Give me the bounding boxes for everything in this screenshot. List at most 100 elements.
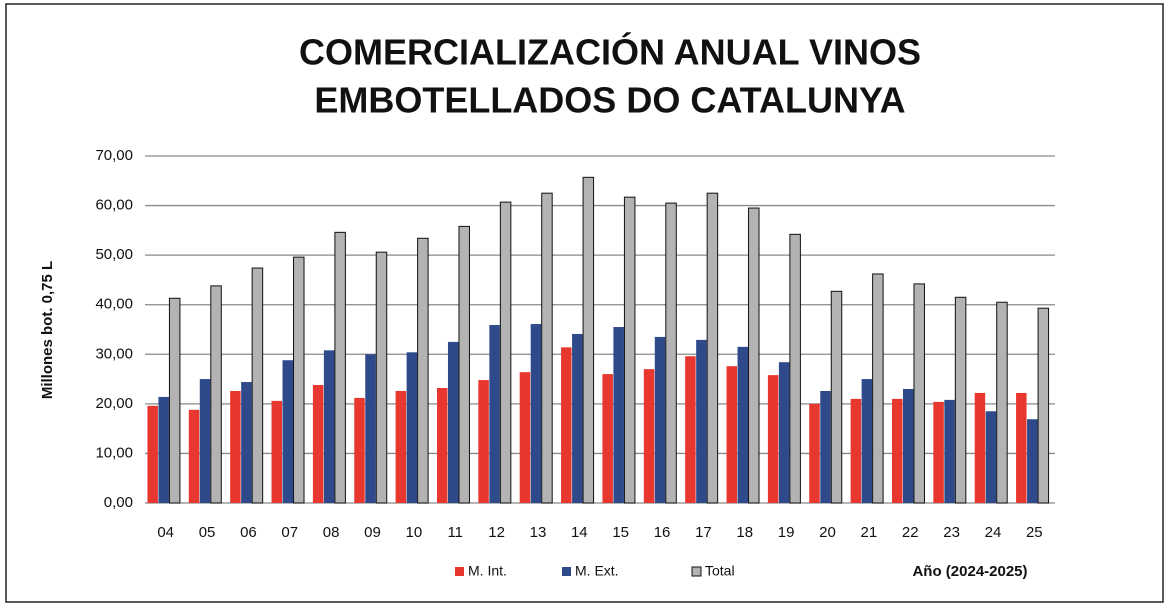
bar	[954, 296, 967, 504]
bar	[623, 196, 636, 504]
bar	[685, 356, 696, 503]
bar	[375, 251, 388, 504]
legend-swatch	[455, 567, 464, 576]
bar	[891, 398, 903, 503]
x-tick-label: 14	[571, 524, 588, 541]
bar	[582, 176, 595, 504]
bar	[530, 324, 542, 503]
bar	[996, 301, 1008, 504]
x-tick-label: 17	[695, 524, 712, 541]
bar	[613, 327, 624, 503]
bar	[643, 369, 655, 503]
bar	[354, 397, 365, 503]
bar	[365, 354, 376, 503]
x-tick-label: 24	[985, 524, 1002, 541]
y-tick-label: 60,00	[95, 197, 133, 214]
bar	[230, 390, 241, 503]
bar	[417, 237, 429, 504]
x-tick-label: 22	[902, 524, 919, 541]
x-tick-label: 11	[447, 524, 463, 541]
bar	[519, 372, 531, 503]
x-tick-label: 09	[364, 524, 381, 541]
y-tick-label: 0,00	[104, 494, 133, 511]
bar	[334, 231, 346, 504]
bar	[188, 409, 200, 503]
legend-label: M. Int.	[468, 563, 507, 579]
x-tick-label: 13	[530, 524, 547, 541]
x-tick-label: 18	[736, 524, 753, 541]
x-tick-label: 07	[281, 524, 298, 541]
y-tick-label: 50,00	[95, 246, 133, 263]
bar	[210, 285, 222, 504]
bar	[499, 201, 512, 504]
x-tick-label: 06	[240, 524, 257, 541]
bar	[458, 225, 470, 504]
bar	[789, 233, 801, 504]
x-axis-label: Año (2024-2025)	[912, 563, 1027, 580]
x-tick-label: 19	[778, 524, 795, 541]
x-tick-label: 21	[861, 524, 878, 541]
y-tick-label: 40,00	[95, 296, 133, 313]
chart-title: COMERCIALIZACIÓN ANUAL VINOS	[299, 31, 921, 73]
chart-title: EMBOTELLADOS DO CATALUNYA	[314, 80, 905, 121]
bar	[974, 392, 986, 503]
bar	[436, 387, 448, 503]
bar	[602, 374, 613, 503]
bar	[665, 202, 677, 504]
bar	[933, 401, 944, 503]
bar	[861, 379, 873, 503]
bar	[282, 360, 294, 503]
bar	[654, 336, 666, 503]
y-tick-label: 10,00	[95, 444, 133, 461]
bar	[271, 400, 283, 503]
legend-label: Total	[705, 563, 735, 579]
bar	[199, 379, 211, 503]
bar	[737, 346, 749, 503]
bar	[902, 388, 914, 503]
y-tick-label: 30,00	[95, 345, 133, 362]
bar	[706, 192, 719, 504]
x-tick-label: 16	[654, 524, 671, 541]
bar	[561, 347, 572, 503]
x-tick-label: 23	[943, 524, 960, 541]
bar	[241, 382, 252, 503]
bar	[158, 396, 169, 503]
legend-label: M. Ext.	[575, 563, 619, 579]
bar	[572, 333, 583, 503]
x-tick-label: 25	[1026, 524, 1043, 541]
bar	[809, 403, 820, 503]
legend-swatch	[562, 567, 571, 576]
bar	[872, 273, 884, 504]
x-tick-label: 15	[612, 524, 629, 541]
bar	[778, 362, 790, 503]
bar	[726, 366, 738, 503]
bar	[830, 290, 843, 504]
x-tick-label: 08	[323, 524, 340, 541]
y-tick-label: 20,00	[95, 395, 133, 412]
bar	[944, 399, 955, 503]
bar	[489, 325, 500, 503]
bar	[850, 398, 862, 503]
bar	[985, 411, 997, 503]
legend-swatch	[691, 566, 702, 577]
bar	[696, 339, 707, 503]
bar	[147, 405, 158, 503]
bar	[312, 385, 324, 503]
bar	[767, 375, 779, 503]
bar	[1037, 307, 1050, 504]
bar	[251, 267, 264, 504]
x-tick-label: 12	[488, 524, 505, 541]
bar	[1027, 419, 1038, 503]
x-tick-label: 04	[157, 524, 174, 541]
bar	[323, 350, 335, 503]
bar	[541, 192, 553, 504]
bar	[478, 380, 489, 503]
x-tick-label: 20	[819, 524, 836, 541]
bar	[406, 352, 418, 503]
bar	[913, 283, 925, 504]
bar	[168, 297, 181, 504]
bar	[395, 390, 407, 503]
y-tick-label: 70,00	[95, 147, 133, 164]
bar	[293, 256, 305, 504]
